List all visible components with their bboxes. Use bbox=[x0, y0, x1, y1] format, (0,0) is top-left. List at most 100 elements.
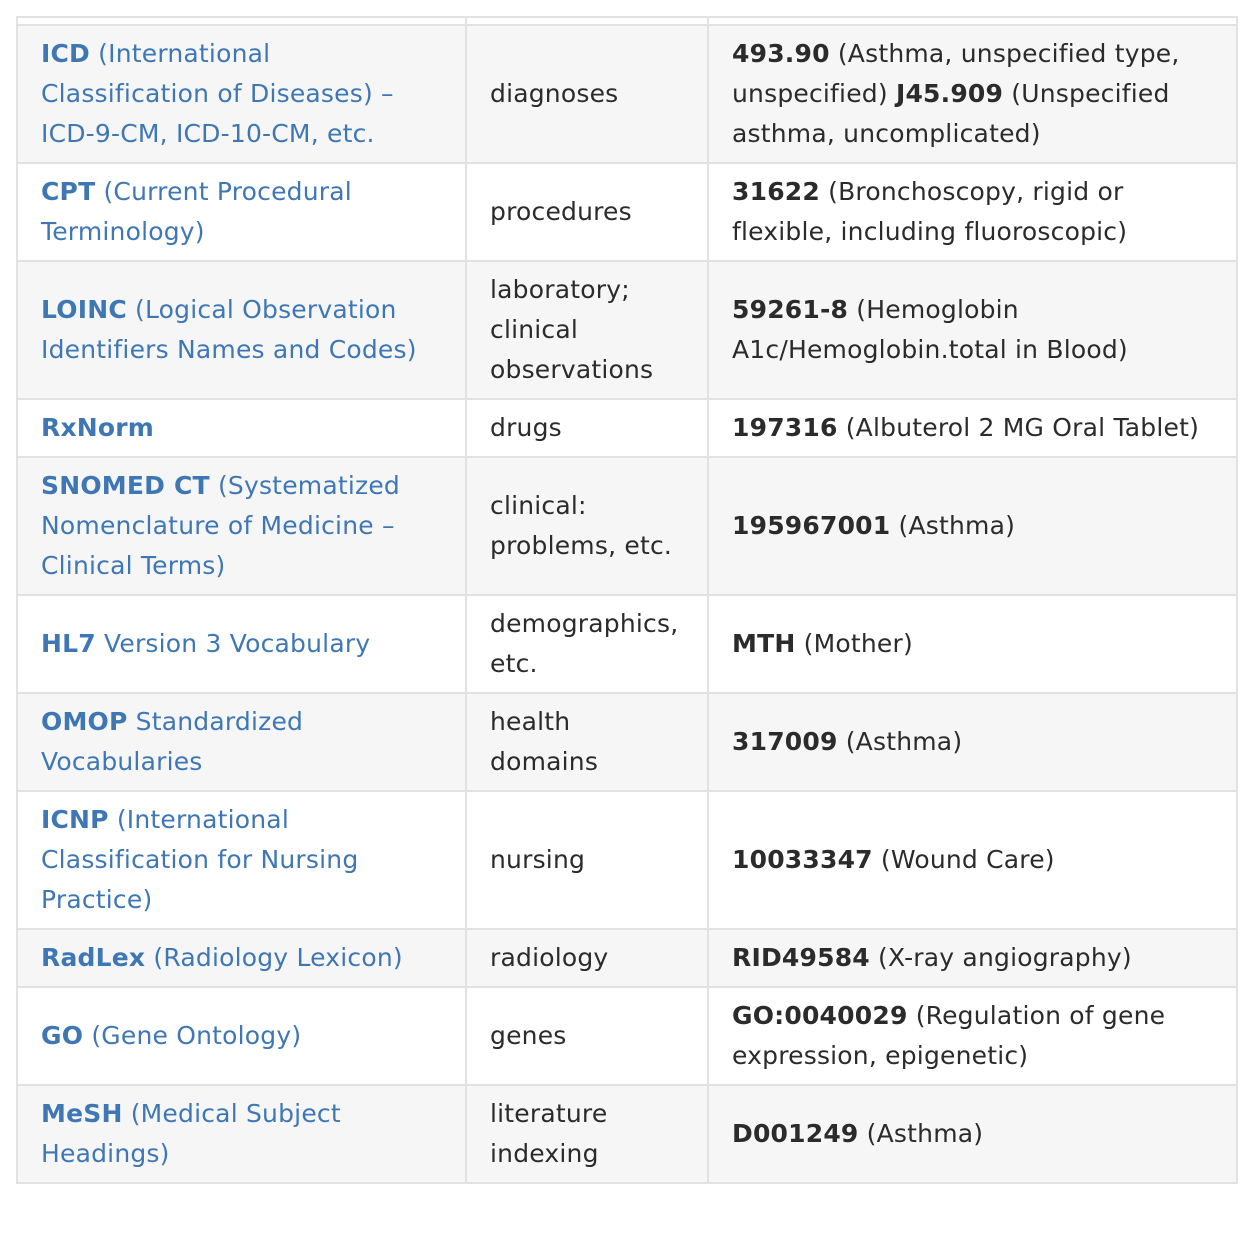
domain-cell: genes bbox=[465, 986, 709, 1086]
example-cell: D001249 (Asthma) bbox=[707, 1084, 1238, 1184]
vocabulary-cell: GO (Gene Ontology) bbox=[16, 986, 467, 1086]
vocabulary-full-name: Standardized Vocabularies bbox=[41, 707, 304, 776]
vocabulary-abbr: MeSH bbox=[41, 1099, 123, 1128]
vocabulary-cell: LOINC (Logical Observation Identifiers N… bbox=[16, 260, 467, 400]
vocabulary-abbr: SNOMED CT bbox=[41, 471, 210, 500]
vocabulary-link[interactable]: CPT (Current Procedural Terminology) bbox=[41, 177, 352, 246]
header-cell-vocabulary bbox=[16, 16, 467, 26]
table-body: ICD (International Classification of Dis… bbox=[16, 24, 1238, 1184]
vocabulary-abbr: RxNorm bbox=[41, 413, 155, 442]
table-row: LOINC (Logical Observation Identifiers N… bbox=[16, 260, 1238, 400]
vocabulary-link[interactable]: HL7 Version 3 Vocabulary bbox=[41, 629, 370, 658]
vocabulary-cell: SNOMED CT (Systematized Nomenclature of … bbox=[16, 456, 467, 596]
table-row: CPT (Current Procedural Terminology) pro… bbox=[16, 162, 1238, 262]
example-description: (Asthma) bbox=[837, 727, 963, 756]
vocabulary-full-name: (Radiology Lexicon) bbox=[145, 943, 403, 972]
vocabulary-link[interactable]: GO (Gene Ontology) bbox=[41, 1021, 301, 1050]
table-header bbox=[16, 16, 1238, 26]
vocabulary-link[interactable]: MeSH (Medical Subject Headings) bbox=[41, 1099, 341, 1168]
table-row: OMOP Standardized Vocabularies health do… bbox=[16, 692, 1238, 792]
vocabulary-link[interactable]: ICNP (International Classification for N… bbox=[41, 805, 358, 914]
vocabulary-abbr: LOINC bbox=[41, 295, 127, 324]
example-code: MTH bbox=[732, 629, 796, 658]
example-cell: RID49584 (X-ray angiography) bbox=[707, 928, 1238, 988]
vocabulary-cell: OMOP Standardized Vocabularies bbox=[16, 692, 467, 792]
table-row: RadLex (Radiology Lexicon) radiology RID… bbox=[16, 928, 1238, 988]
vocabulary-cell: HL7 Version 3 Vocabulary bbox=[16, 594, 467, 694]
vocabulary-full-name: (Current Procedural Terminology) bbox=[41, 177, 352, 246]
domain-cell: demographics, etc. bbox=[465, 594, 709, 694]
domain-cell: laboratory; clinical observations bbox=[465, 260, 709, 400]
domain-cell: diagnoses bbox=[465, 24, 709, 164]
domain-cell: health domains bbox=[465, 692, 709, 792]
vocabulary-abbr: CPT bbox=[41, 177, 96, 206]
vocabulary-link[interactable]: OMOP Standardized Vocabularies bbox=[41, 707, 303, 776]
example-description: (Bronchoscopy, rigid or flexible, includ… bbox=[732, 177, 1128, 246]
example-cell: 59261-8 (Hemoglobin A1c/Hemoglobin.total… bbox=[707, 260, 1238, 400]
vocabulary-full-name: (International Classification of Disease… bbox=[41, 39, 394, 148]
domain-cell: radiology bbox=[465, 928, 709, 988]
vocabulary-table: ICD (International Classification of Dis… bbox=[16, 16, 1238, 1184]
vocabulary-full-name: (Systematized Nomenclature of Medicine –… bbox=[41, 471, 400, 580]
vocabulary-cell: RxNorm bbox=[16, 398, 467, 458]
example-description: (Mother) bbox=[795, 629, 913, 658]
vocabulary-cell: MeSH (Medical Subject Headings) bbox=[16, 1084, 467, 1184]
example-description: (Asthma, unspecified type, unspecified) bbox=[732, 39, 1180, 108]
example-description: (Asthma) bbox=[858, 1119, 984, 1148]
example-cell: 10033347 (Wound Care) bbox=[707, 790, 1238, 930]
vocabulary-abbr: GO bbox=[41, 1021, 84, 1050]
vocabulary-cell: ICD (International Classification of Dis… bbox=[16, 24, 467, 164]
domain-cell: clinical: problems, etc. bbox=[465, 456, 709, 596]
example-code: 197316 bbox=[732, 413, 838, 442]
example-cell: 195967001 (Asthma) bbox=[707, 456, 1238, 596]
vocabulary-full-name: (Medical Subject Headings) bbox=[41, 1099, 341, 1168]
example-description: (Wound Care) bbox=[872, 845, 1055, 874]
example-cell: 317009 (Asthma) bbox=[707, 692, 1238, 792]
domain-cell: literature indexing bbox=[465, 1084, 709, 1184]
vocabulary-abbr: ICNP bbox=[41, 805, 109, 834]
vocabulary-link[interactable]: RxNorm bbox=[41, 413, 154, 442]
example-code-2: J45.909 bbox=[895, 79, 1004, 108]
table-row: MeSH (Medical Subject Headings) literatu… bbox=[16, 1084, 1238, 1184]
example-cell: 31622 (Bronchoscopy, rigid or flexible, … bbox=[707, 162, 1238, 262]
vocabulary-abbr: HL7 bbox=[41, 629, 96, 658]
header-cell-example bbox=[707, 16, 1238, 26]
example-cell: 493.90 (Asthma, unspecified type, unspec… bbox=[707, 24, 1238, 164]
table-row: HL7 Version 3 Vocabulary demographics, e… bbox=[16, 594, 1238, 694]
example-code: 31622 bbox=[732, 177, 820, 206]
example-cell: GO:0040029 (Regulation of gene expressio… bbox=[707, 986, 1238, 1086]
vocabulary-cell: CPT (Current Procedural Terminology) bbox=[16, 162, 467, 262]
example-code: 317009 bbox=[732, 727, 838, 756]
example-description: (X-ray angiography) bbox=[869, 943, 1132, 972]
vocabulary-link[interactable]: SNOMED CT (Systematized Nomenclature of … bbox=[41, 471, 400, 580]
example-code: 195967001 bbox=[732, 511, 891, 540]
vocabulary-link[interactable]: LOINC (Logical Observation Identifiers N… bbox=[41, 295, 417, 364]
example-code: GO:0040029 bbox=[732, 1001, 908, 1030]
vocabulary-abbr: RadLex bbox=[41, 943, 146, 972]
vocabulary-full-name: (Logical Observation Identifiers Names a… bbox=[41, 295, 417, 364]
vocabulary-full-name: (Gene Ontology) bbox=[83, 1021, 302, 1050]
vocabulary-cell: RadLex (Radiology Lexicon) bbox=[16, 928, 467, 988]
example-description: (Hemoglobin A1c/Hemoglobin.total in Bloo… bbox=[732, 295, 1128, 364]
vocabulary-link[interactable]: RadLex (Radiology Lexicon) bbox=[41, 943, 403, 972]
domain-cell: nursing bbox=[465, 790, 709, 930]
example-description: (Regulation of gene expression, epigenet… bbox=[732, 1001, 1166, 1070]
example-code: 493.90 bbox=[732, 39, 830, 68]
vocabulary-full-name: (International Classification for Nursin… bbox=[41, 805, 359, 914]
example-code: RID49584 bbox=[732, 943, 870, 972]
header-row bbox=[16, 16, 1238, 26]
example-description: (Albuterol 2 MG Oral Tablet) bbox=[837, 413, 1200, 442]
example-code: D001249 bbox=[732, 1119, 859, 1148]
vocabulary-abbr: ICD bbox=[41, 39, 91, 68]
vocabulary-full-name: Version 3 Vocabulary bbox=[95, 629, 371, 658]
table-row: RxNorm drugs 197316 (Albuterol 2 MG Oral… bbox=[16, 398, 1238, 458]
example-code: 10033347 bbox=[732, 845, 873, 874]
example-description-2: (Unspecified asthma, uncomplicated) bbox=[732, 79, 1170, 148]
domain-cell: procedures bbox=[465, 162, 709, 262]
example-description: (Asthma) bbox=[890, 511, 1016, 540]
example-cell: MTH (Mother) bbox=[707, 594, 1238, 694]
example-code: 59261-8 bbox=[732, 295, 849, 324]
vocabulary-link[interactable]: ICD (International Classification of Dis… bbox=[41, 39, 394, 148]
table-row: GO (Gene Ontology) genes GO:0040029 (Reg… bbox=[16, 986, 1238, 1086]
domain-cell: drugs bbox=[465, 398, 709, 458]
